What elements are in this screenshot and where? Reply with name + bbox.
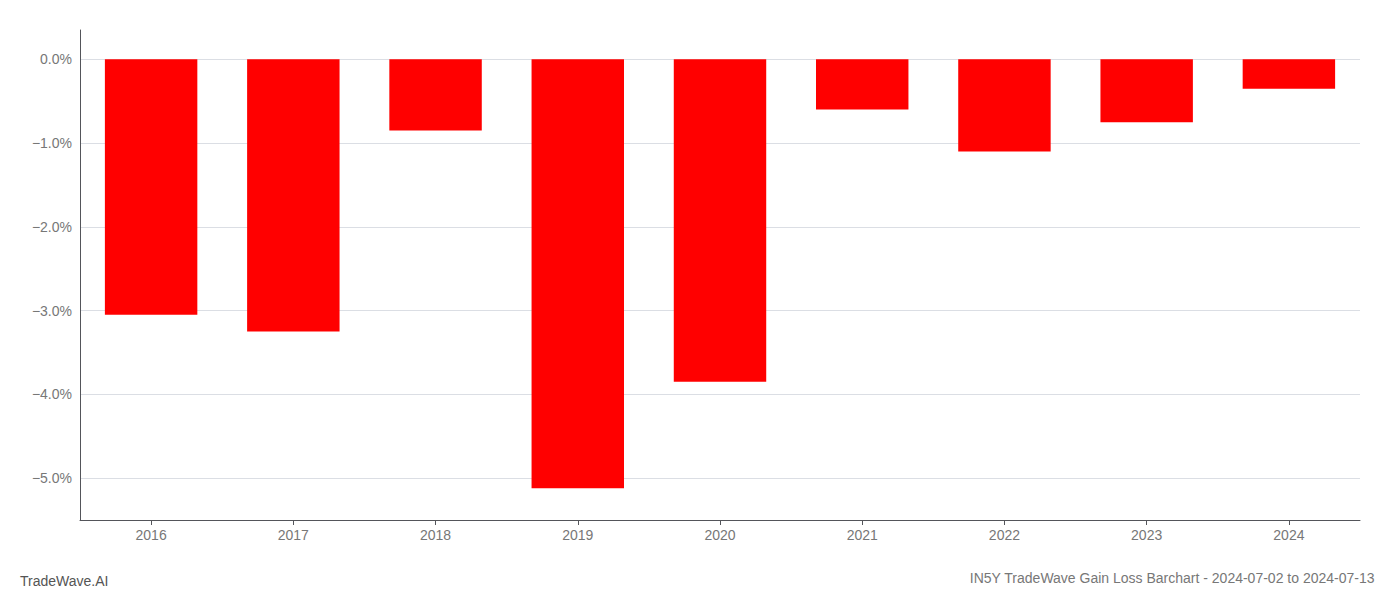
svg-text:−5.0%: −5.0% (32, 470, 72, 486)
svg-text:IN5Y TradeWave Gain Loss Barch: IN5Y TradeWave Gain Loss Barchart - 2024… (970, 570, 1375, 586)
svg-text:2019: 2019 (562, 527, 593, 543)
svg-text:−4.0%: −4.0% (32, 386, 72, 402)
svg-text:−3.0%: −3.0% (32, 303, 72, 319)
svg-text:TradeWave.AI: TradeWave.AI (20, 573, 108, 589)
svg-text:2020: 2020 (704, 527, 735, 543)
svg-text:−2.0%: −2.0% (32, 219, 72, 235)
svg-text:2022: 2022 (989, 527, 1020, 543)
svg-text:2023: 2023 (1131, 527, 1162, 543)
svg-text:2017: 2017 (278, 527, 309, 543)
svg-text:2016: 2016 (136, 527, 167, 543)
svg-text:0.0%: 0.0% (40, 51, 72, 67)
svg-text:2021: 2021 (847, 527, 878, 543)
svg-text:2024: 2024 (1273, 527, 1304, 543)
svg-text:−1.0%: −1.0% (32, 135, 72, 151)
svg-text:2018: 2018 (420, 527, 451, 543)
